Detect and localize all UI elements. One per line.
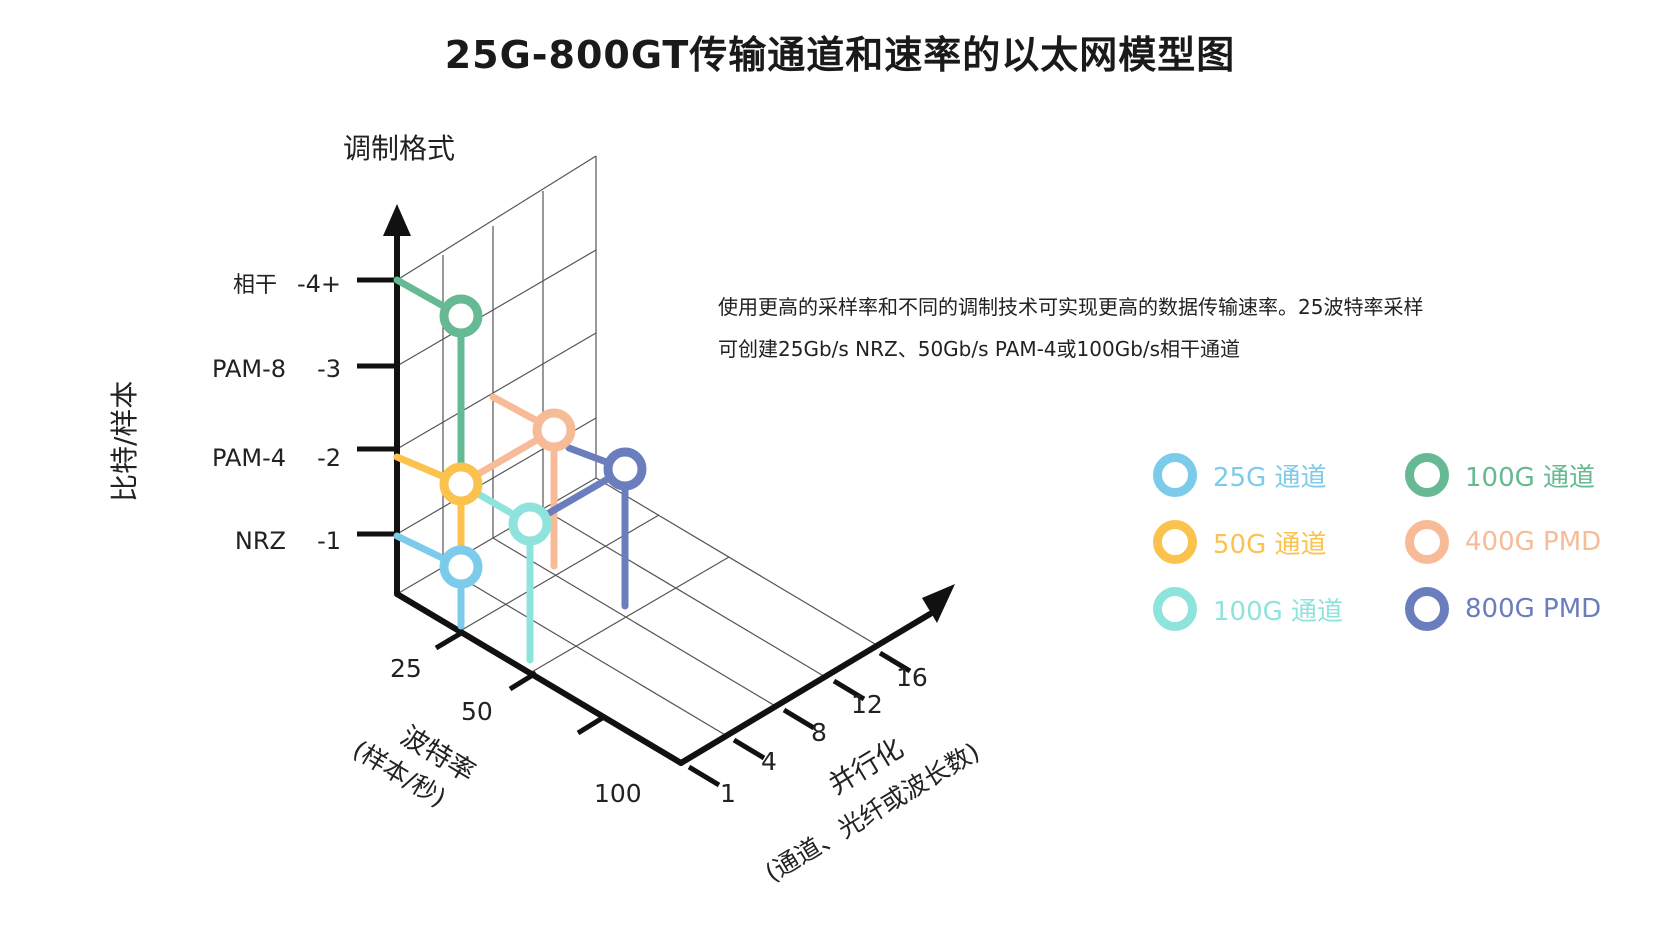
description-line-1: 使用更高的采样率和不同的调制技术可实现更高的数据传输速率。25波特率采样 xyxy=(718,295,1424,319)
tick-coherent-name: 相干 xyxy=(233,273,277,298)
tick-pam4-name: PAM-4 xyxy=(212,444,286,472)
baud-tick-100: 100 xyxy=(594,779,642,808)
ring-icon xyxy=(1153,587,1197,631)
legend-label: 100G 通道 xyxy=(1213,596,1344,627)
legend-label: 25G 通道 xyxy=(1213,462,1327,493)
node-25g-channel xyxy=(439,545,483,589)
modulation-axis-arrow-icon xyxy=(383,204,411,236)
parallel-tick-16: 16 xyxy=(896,663,928,692)
node-50g-channel xyxy=(439,462,483,506)
parallel-tick-12: 12 xyxy=(851,690,883,719)
tick-coherent-value: -4+ xyxy=(297,270,341,298)
legend: 25G 通道 50G 通道 100G 通道 100G 通道 400G PMD 8… xyxy=(1143,450,1663,670)
description: 使用更高的采样率和不同的调制技术可实现更高的数据传输速率。25波特率采样 可创建… xyxy=(718,286,1598,370)
ring-icon xyxy=(1405,520,1449,564)
legend-item-100g-coherent: 100G 通道 xyxy=(1405,450,1595,500)
ring-icon xyxy=(1405,453,1449,497)
legend-item-50g: 50G 通道 xyxy=(1153,517,1327,567)
ring-icon xyxy=(1153,453,1197,497)
parallel-tick-8: 8 xyxy=(811,718,827,747)
nodes xyxy=(439,294,647,589)
back-wall-grid xyxy=(396,155,597,595)
ring-icon xyxy=(1153,520,1197,564)
node-800g-pmd xyxy=(603,447,647,491)
legend-item-100g-pam4: 100G 通道 xyxy=(1153,584,1343,634)
tick-pam8-name: PAM-8 xyxy=(212,355,286,383)
baud-tick-50: 50 xyxy=(461,697,493,726)
connectors xyxy=(393,276,629,664)
bits-per-sample-label: 比特/样本 xyxy=(108,381,141,502)
legend-item-400g-pmd: 400G PMD xyxy=(1405,517,1601,567)
parallel-ticks xyxy=(687,650,912,788)
baud-ticks xyxy=(434,629,606,736)
node-100g-pam4 xyxy=(508,502,552,546)
modulation-ticks xyxy=(357,277,397,537)
parallel-axis-arrow-icon xyxy=(922,584,955,623)
legend-label: 100G 通道 xyxy=(1465,462,1596,493)
modulation-axis-title: 调制格式 xyxy=(343,132,455,165)
page-title: 25G-800GT传输通道和速率的以太网模型图 xyxy=(444,33,1236,77)
legend-label: 50G 通道 xyxy=(1213,529,1327,560)
tick-nrz-name: NRZ xyxy=(235,527,286,555)
legend-item-800g-pmd: 800G PMD xyxy=(1405,584,1601,634)
legend-label: 800G PMD xyxy=(1465,594,1602,624)
ring-icon xyxy=(1405,587,1449,631)
tick-pam4-value: -2 xyxy=(317,444,341,472)
legend-item-25g: 25G 通道 xyxy=(1153,450,1327,500)
node-100g-coherent xyxy=(439,294,483,338)
floor-grid xyxy=(442,477,881,737)
tick-pam8-value: -3 xyxy=(317,355,341,383)
baud-tick-25: 25 xyxy=(390,654,422,683)
legend-label: 400G PMD xyxy=(1465,527,1602,557)
tick-nrz-value: -1 xyxy=(317,527,341,555)
node-400g-pmd xyxy=(532,408,576,452)
description-line-2: 可创建25Gb/s NRZ、50Gb/s PAM-4或100Gb/s相干通道 xyxy=(718,337,1241,361)
parallel-tick-1: 1 xyxy=(720,779,736,808)
parallel-tick-4: 4 xyxy=(761,747,777,776)
